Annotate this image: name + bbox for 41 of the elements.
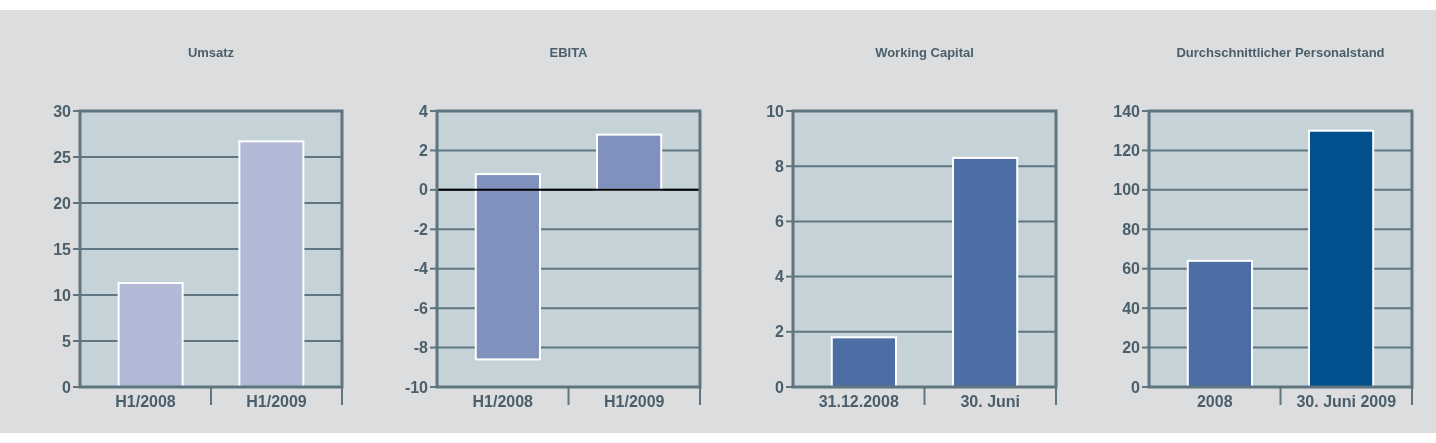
y-tick-label: 15 (53, 240, 72, 258)
y-tick-label: 0 (1131, 378, 1141, 396)
y-tick-label: 8 (775, 157, 785, 175)
y-tick-label: 10 (766, 102, 785, 120)
y-tick-label: 5 (62, 332, 72, 350)
x-tick-label: 30. Juni 2009 (1296, 393, 1397, 410)
x-tick-label: H1/2008 (115, 393, 176, 410)
y-tick-label: 4 (419, 102, 429, 120)
y-tick-label: 0 (775, 378, 785, 396)
x-tick-label: 31.12.2008 (818, 393, 899, 410)
chart-title: Umsatz (187, 45, 235, 60)
y-tick-label: 0 (419, 181, 429, 199)
y-tick-label: 30 (53, 102, 72, 120)
y-tick-label: 120 (1113, 142, 1141, 160)
chart-title: EBITA (549, 45, 589, 60)
x-tick-label: 2008 (1196, 393, 1233, 410)
y-tick-label: 60 (1122, 260, 1141, 278)
y-tick-label: 2 (419, 142, 429, 160)
y-tick-label: 20 (53, 194, 72, 212)
y-tick-label: 25 (53, 148, 72, 166)
y-tick-label: 2 (775, 323, 785, 341)
y-tick-label: 6 (775, 213, 785, 230)
x-tick-label: 30. Juni (960, 393, 1021, 410)
y-tick-label: -8 (413, 339, 429, 357)
y-tick-label: 140 (1113, 102, 1141, 120)
x-tick-label: H1/2009 (604, 393, 665, 410)
y-tick-label: -4 (413, 260, 429, 278)
y-tick-label: -6 (413, 299, 429, 317)
chart-title: Durchschnittlicher Personalstand (1176, 45, 1385, 60)
y-tick-label: 20 (1122, 339, 1141, 357)
y-tick-label: 80 (1122, 220, 1141, 238)
x-tick-label: H1/2009 (246, 393, 307, 410)
y-tick-label: 40 (1122, 299, 1141, 317)
y-tick-label: 0 (62, 378, 72, 396)
y-tick-label: 100 (1113, 181, 1141, 199)
y-tick-label: -10 (404, 378, 429, 396)
x-tick-label: H1/2008 (472, 393, 534, 410)
y-tick-label: -2 (413, 220, 429, 238)
chart-title: Working Capital (875, 45, 974, 60)
y-tick-label: 10 (53, 286, 72, 304)
y-tick-label: 4 (775, 268, 785, 286)
